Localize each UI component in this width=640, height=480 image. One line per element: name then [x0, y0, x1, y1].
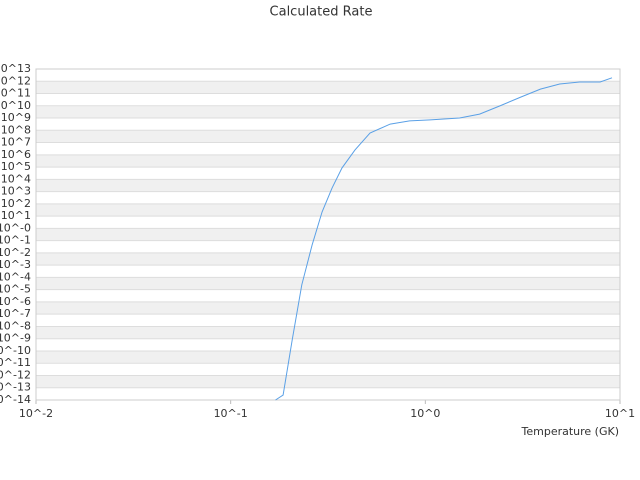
y-tick-label: 10^-10 — [0, 344, 31, 357]
y-tick-label: 10^-12 — [0, 368, 31, 381]
y-tick-label: 10^-14 — [0, 393, 31, 406]
y-tick-label: 10^6 — [1, 148, 31, 161]
grid-band — [36, 228, 620, 241]
grid-band — [36, 179, 620, 192]
x-tick-label: 10^-1 — [214, 407, 248, 420]
y-tick-label: 10^-1 — [0, 234, 31, 247]
y-tick-label: 10^5 — [1, 160, 31, 173]
chart-title: Calculated Rate — [270, 5, 373, 20]
y-tick-label: 10^12 — [0, 74, 31, 87]
y-tick-label: 10^-9 — [0, 332, 31, 345]
y-tick-label: 10^4 — [1, 172, 31, 185]
y-tick-label: 10^2 — [1, 197, 31, 210]
y-tick-label: 10^11 — [0, 87, 31, 100]
grid-band — [36, 252, 620, 266]
grid-band — [36, 326, 620, 339]
y-tick-label: 10^9 — [1, 111, 31, 124]
y-tick-label: 10^-4 — [0, 270, 31, 283]
y-tick-label: 10^8 — [1, 123, 31, 136]
x-tick-label: 10^1 — [605, 407, 635, 420]
y-tick-label: 10^10 — [0, 99, 31, 112]
y-tick-label: 10^-6 — [0, 295, 31, 308]
x-tick-label: 10^0 — [410, 407, 440, 420]
y-tick-label: 10^-8 — [0, 319, 31, 332]
y-tick-label: 10^3 — [1, 185, 31, 198]
y-tick-label: 10^7 — [1, 136, 31, 149]
x-axis-label: Temperature (GK) — [521, 425, 620, 438]
y-tick-label: 10^-13 — [0, 381, 31, 394]
grid-band — [36, 277, 620, 290]
grid-band — [36, 105, 620, 119]
grid-band — [36, 154, 620, 168]
grid-band — [36, 203, 620, 217]
y-tick-label: 10^-5 — [0, 283, 31, 296]
x-tick-label: 10^-2 — [19, 407, 53, 420]
data-line — [275, 77, 613, 401]
y-tick-label: 10^-7 — [0, 307, 31, 320]
y-tick-label: 10^13 — [0, 62, 31, 75]
y-tick-label: 10^-0 — [0, 221, 31, 234]
y-tick-label: 10^-2 — [0, 246, 31, 259]
grid-band — [36, 350, 620, 364]
grid-band — [36, 81, 620, 94]
plot-frame — [35, 68, 621, 401]
y-tick-label: 10^-11 — [0, 356, 31, 369]
y-tick-label: 10^1 — [1, 209, 31, 222]
grid-band — [36, 301, 620, 315]
grid-band — [36, 130, 620, 143]
grid-band — [36, 375, 620, 388]
y-tick-label: 10^-3 — [0, 258, 31, 271]
